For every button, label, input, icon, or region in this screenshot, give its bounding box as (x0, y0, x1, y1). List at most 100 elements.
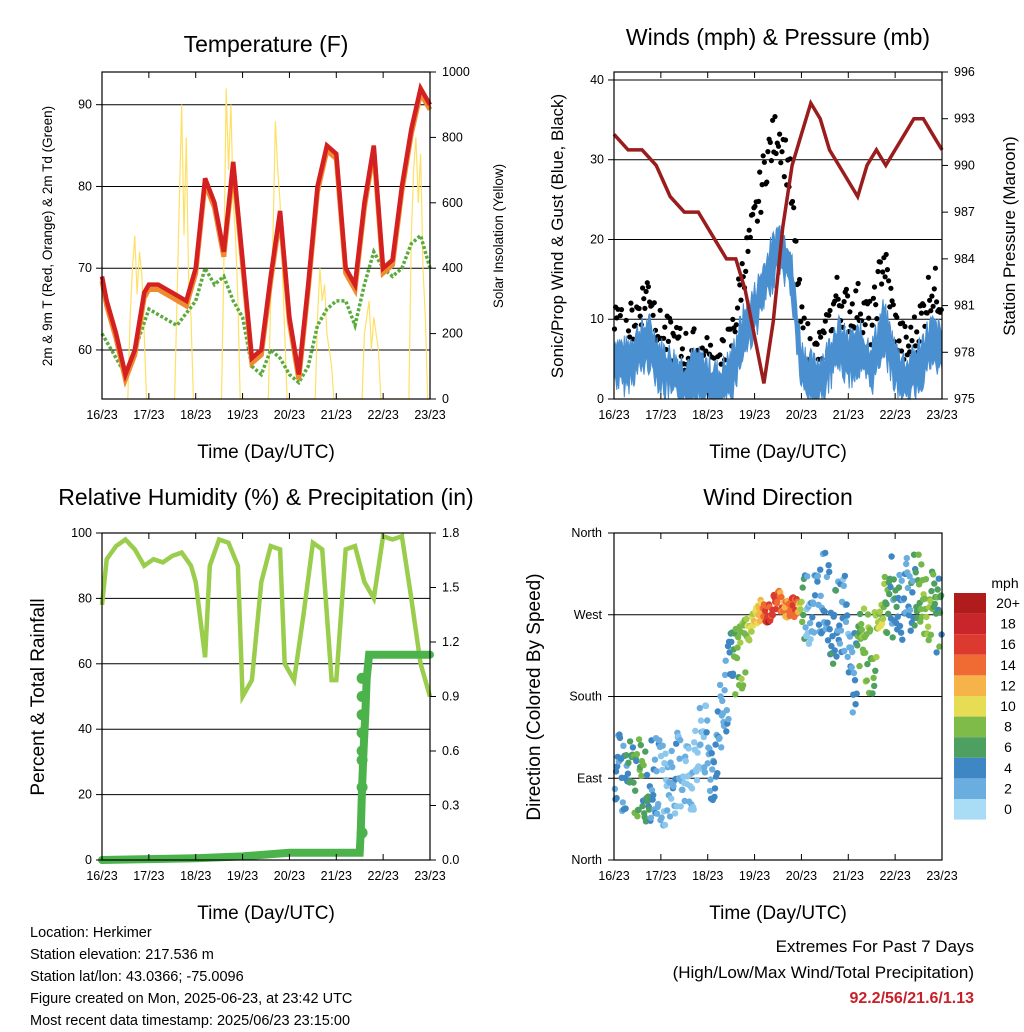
gust-point (733, 322, 739, 328)
direction-point (635, 806, 642, 814)
pressure-y2tick-label: 981 (954, 299, 975, 313)
temp-ytick-label: 70 (78, 261, 92, 275)
gust-point (757, 169, 763, 175)
direction-ytick-label: South (569, 690, 602, 704)
direction-point (849, 709, 856, 716)
direction-point (860, 605, 868, 612)
direction-point (844, 612, 851, 619)
gust-point (867, 298, 873, 304)
direction-point (822, 549, 829, 557)
direction-point (682, 757, 689, 765)
pressure-y2tick-label: 975 (954, 392, 975, 406)
gust-point (661, 335, 667, 341)
direction-point (616, 734, 624, 742)
wind-xtick-label: 22/23 (880, 408, 911, 422)
direction-point (732, 691, 739, 698)
gust-point (845, 293, 851, 299)
gust-point (909, 338, 915, 344)
direction-point (825, 562, 832, 569)
gust-point (679, 346, 686, 352)
wind-xtick-label: 17/23 (645, 408, 676, 422)
direction-point (905, 612, 913, 619)
direction-point (707, 776, 714, 783)
direction-point (893, 603, 900, 611)
direction-point (656, 737, 663, 744)
gust-point (870, 295, 877, 301)
gust-point (903, 334, 909, 340)
direction-point (644, 793, 652, 800)
gust-point (789, 198, 796, 205)
gust-point (737, 282, 743, 288)
gust-point (843, 286, 850, 292)
direction-point (725, 715, 732, 723)
direction-point (911, 622, 918, 629)
direction-point (907, 627, 914, 634)
colorbar-swatch (954, 778, 986, 799)
gust-point (644, 280, 650, 286)
rh-xtick-label: 19/23 (227, 869, 258, 883)
direction-point (917, 618, 924, 625)
direction-point (737, 639, 744, 646)
direction-point (931, 580, 938, 587)
direction-point (662, 750, 669, 757)
gust-point (720, 338, 727, 344)
direction-point (903, 560, 910, 568)
direction-ytick-label: North (571, 853, 602, 867)
direction-point (632, 787, 639, 794)
humidity-ylabel-left: Percent & Total Rainfall (28, 598, 49, 795)
direction-point (828, 642, 835, 650)
rh-xtick-label: 20/23 (274, 869, 305, 883)
gust-point (799, 304, 805, 310)
gust-point (866, 315, 872, 321)
gust-point (927, 297, 933, 303)
solar-y2tick-label: 600 (442, 196, 463, 210)
direction-point (817, 566, 824, 573)
direction-point (933, 649, 940, 656)
direction-point (806, 619, 814, 627)
temperature-panel: Temperature (F) 60 70 80 90 0 200 400 600 800 100… (40, 31, 506, 463)
direction-point (664, 807, 671, 814)
direction-point (799, 584, 806, 591)
temperature-ylabel-right: Solar Insolation (Yellow) (491, 164, 506, 308)
direction-point (922, 576, 930, 583)
gust-point (822, 318, 828, 324)
gust-point (707, 342, 714, 348)
direction-point (800, 611, 807, 619)
gust-point (902, 323, 908, 330)
gust-point (756, 198, 762, 204)
direction-point (723, 728, 730, 735)
direction-point (824, 637, 832, 644)
wind-ytick-label: 10 (590, 312, 604, 326)
pressure-y2tick-label: 984 (954, 252, 975, 266)
direction-point (890, 576, 897, 583)
winds-plot-frame (613, 71, 943, 400)
colorbar-label: 8 (1004, 719, 1012, 735)
direction-point (826, 568, 833, 576)
direction-panel: Wind Direction North East South West North 16… (524, 484, 1020, 924)
direction-point (836, 640, 844, 647)
colorbar-label: 10 (1000, 698, 1016, 714)
gust-point (651, 300, 657, 306)
direction-point (722, 657, 729, 664)
direction-point (613, 794, 620, 802)
gust-point (929, 293, 935, 299)
direction-point (841, 572, 849, 580)
direction-point (723, 707, 730, 714)
direction-point (703, 729, 710, 736)
direction-point (709, 766, 716, 773)
rh-ytick-label: 20 (78, 788, 92, 802)
direction-point (778, 593, 785, 601)
direction-point (903, 554, 910, 562)
direction-point (821, 608, 828, 615)
direction-point (620, 742, 627, 749)
direction-point (810, 600, 817, 607)
direction-point (677, 803, 684, 810)
colorbar-swatch (954, 737, 986, 758)
precip-point (356, 745, 368, 757)
direction-point (848, 664, 855, 671)
direction-point (921, 595, 928, 602)
direction-point (648, 786, 656, 794)
direction-xtick-label: 19/23 (739, 869, 770, 883)
gust-point (807, 336, 813, 342)
rh-xtick-label: 16/23 (86, 869, 117, 883)
